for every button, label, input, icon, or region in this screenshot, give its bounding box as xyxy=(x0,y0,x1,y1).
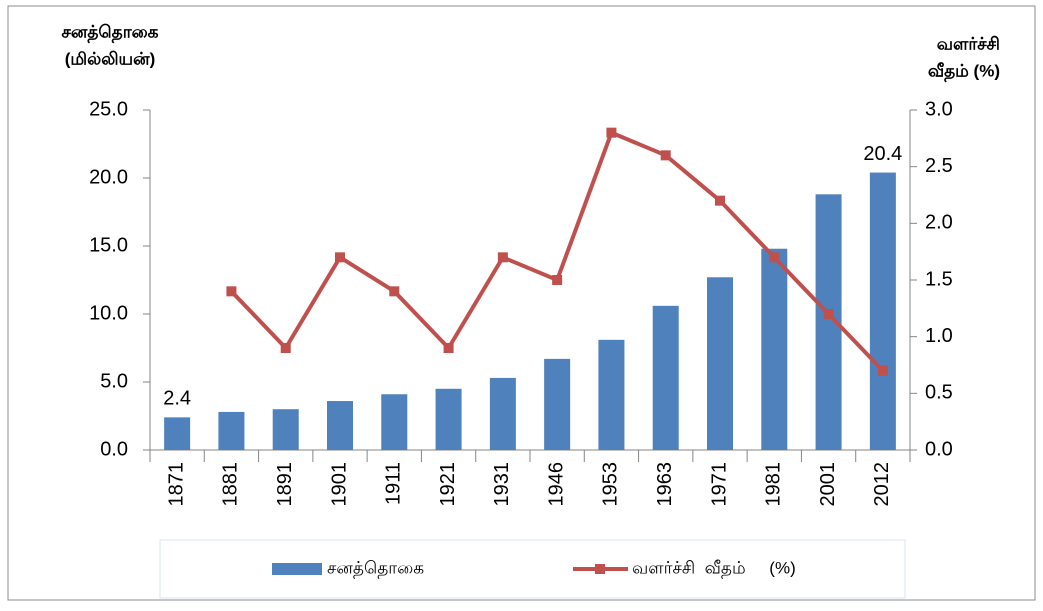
x-tick-label: 1963 xyxy=(654,462,676,507)
x-tick-label: 1921 xyxy=(437,462,459,507)
y2-tick-label: 1.5 xyxy=(925,268,953,290)
x-tick-label: 1881 xyxy=(220,462,242,507)
y2-tick-label: 0.5 xyxy=(925,382,953,404)
x-tick-label: 1911 xyxy=(383,462,405,505)
x-tick-label: 1971 xyxy=(708,462,730,507)
legend-label: சனத்தொகை xyxy=(327,558,424,577)
marker xyxy=(280,343,291,353)
x-tick-label: 1953 xyxy=(600,462,622,507)
y2-tick-label: 1.0 xyxy=(925,325,953,347)
marker xyxy=(552,275,563,285)
y-tick-label: 25.0 xyxy=(89,98,128,120)
y-tick-label: 0.0 xyxy=(100,438,128,460)
bar xyxy=(381,394,408,450)
marker xyxy=(497,252,508,263)
x-tick-label: 2001 xyxy=(817,462,839,507)
marker xyxy=(389,286,400,297)
bar xyxy=(327,401,353,450)
marker xyxy=(335,252,345,263)
y2-tick-label: 0.0 xyxy=(925,438,953,460)
x-tick-label: 1891 xyxy=(274,462,296,507)
bar xyxy=(489,377,516,450)
y-axis-title: (மில்லியன்) xyxy=(65,49,156,68)
y2-tick-label: 3.0 xyxy=(925,98,953,120)
marker xyxy=(823,309,834,319)
y-tick-label: 10.0 xyxy=(89,302,128,324)
data-label: 20.4 xyxy=(863,143,902,165)
marker xyxy=(443,343,454,353)
x-tick-label: 1981 xyxy=(763,462,785,507)
y2-axis-title: வீதம் (%) xyxy=(928,61,1000,81)
x-tick-label: 1946 xyxy=(545,462,567,507)
y2-axis-title: வளர்ச்சி xyxy=(937,34,1000,53)
x-tick-label: 1901 xyxy=(328,462,350,507)
y2-tick-label: 2.0 xyxy=(925,212,953,234)
y2-tick-label: 2.5 xyxy=(925,155,953,177)
marker xyxy=(606,127,617,138)
marker xyxy=(715,195,725,206)
data-label: 2.4 xyxy=(163,388,191,410)
bar xyxy=(272,409,299,450)
marker xyxy=(877,365,888,376)
bar xyxy=(435,388,462,450)
legend-box xyxy=(159,539,906,599)
y-tick-label: 20.0 xyxy=(89,166,128,188)
marker xyxy=(660,150,671,161)
bar xyxy=(652,305,679,450)
x-tick-label: 2012 xyxy=(871,462,893,507)
y-tick-label: 5.0 xyxy=(100,370,128,392)
bar xyxy=(707,277,733,450)
bar xyxy=(218,411,245,450)
marker xyxy=(226,286,237,297)
bar xyxy=(761,248,788,450)
bar xyxy=(869,172,896,450)
bar xyxy=(164,417,191,450)
bar xyxy=(544,358,571,450)
legend-label: வளர்ச்சி வீதம் (%) xyxy=(632,558,796,577)
y-axis-title: சனத்தொகை xyxy=(61,22,158,42)
legend-swatch xyxy=(272,563,322,575)
chart-border xyxy=(7,5,1036,601)
legend-swatch xyxy=(595,564,605,574)
x-tick-label: 1931 xyxy=(491,462,513,507)
x-tick-label: 1871 xyxy=(165,462,187,507)
marker xyxy=(769,252,780,263)
bar xyxy=(598,339,625,450)
y-tick-label: 15.0 xyxy=(89,234,128,256)
